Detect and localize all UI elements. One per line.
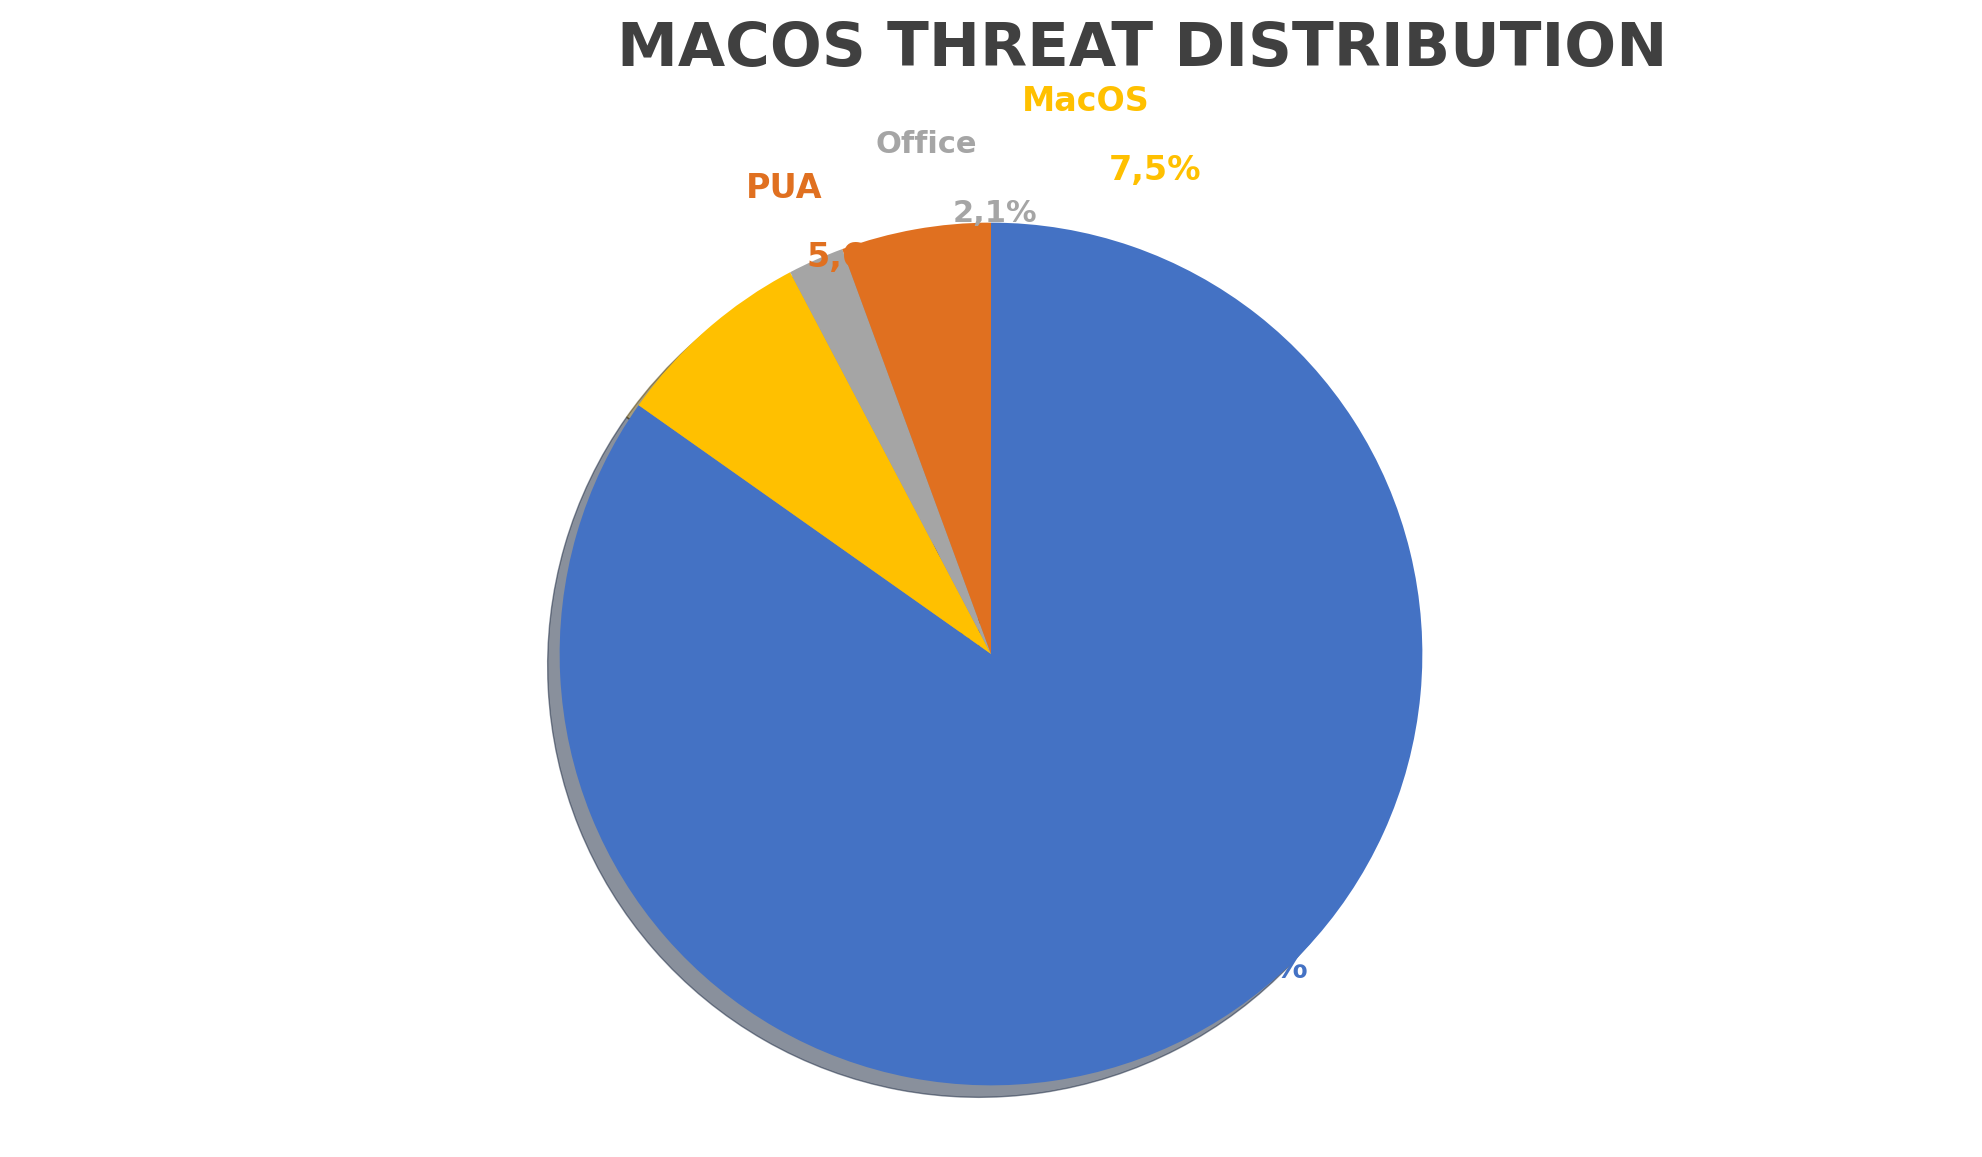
Text: Office: Office — [876, 131, 977, 160]
Text: PUA: PUA — [745, 171, 823, 205]
Wedge shape — [638, 272, 991, 654]
Wedge shape — [791, 249, 991, 654]
Wedge shape — [842, 222, 991, 654]
Text: 84,7%: 84,7% — [1191, 952, 1308, 986]
Text: 5,6%: 5,6% — [807, 241, 900, 274]
Wedge shape — [559, 222, 1423, 1085]
Text: 7,5%: 7,5% — [1108, 154, 1201, 187]
Text: MacOS: MacOS — [1023, 86, 1150, 118]
Text: MACOS THREAT DISTRIBUTION: MACOS THREAT DISTRIBUTION — [616, 20, 1667, 79]
Text: Adware: Adware — [1179, 875, 1320, 908]
Text: 2,1%: 2,1% — [953, 199, 1039, 228]
